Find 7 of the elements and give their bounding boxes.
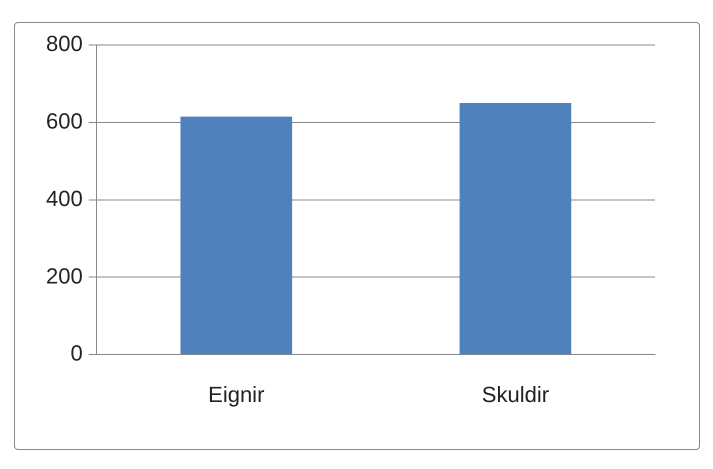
y-tick-label: 400 [46,186,83,211]
y-tick-label: 200 [46,263,83,288]
y-tick-label: 600 [46,108,83,134]
x-tick-label: Skuldir [482,382,550,407]
x-tick-label: Eignir [208,382,264,407]
y-tick-label: 0 [70,340,83,366]
y-tick-label: 800 [46,31,83,56]
